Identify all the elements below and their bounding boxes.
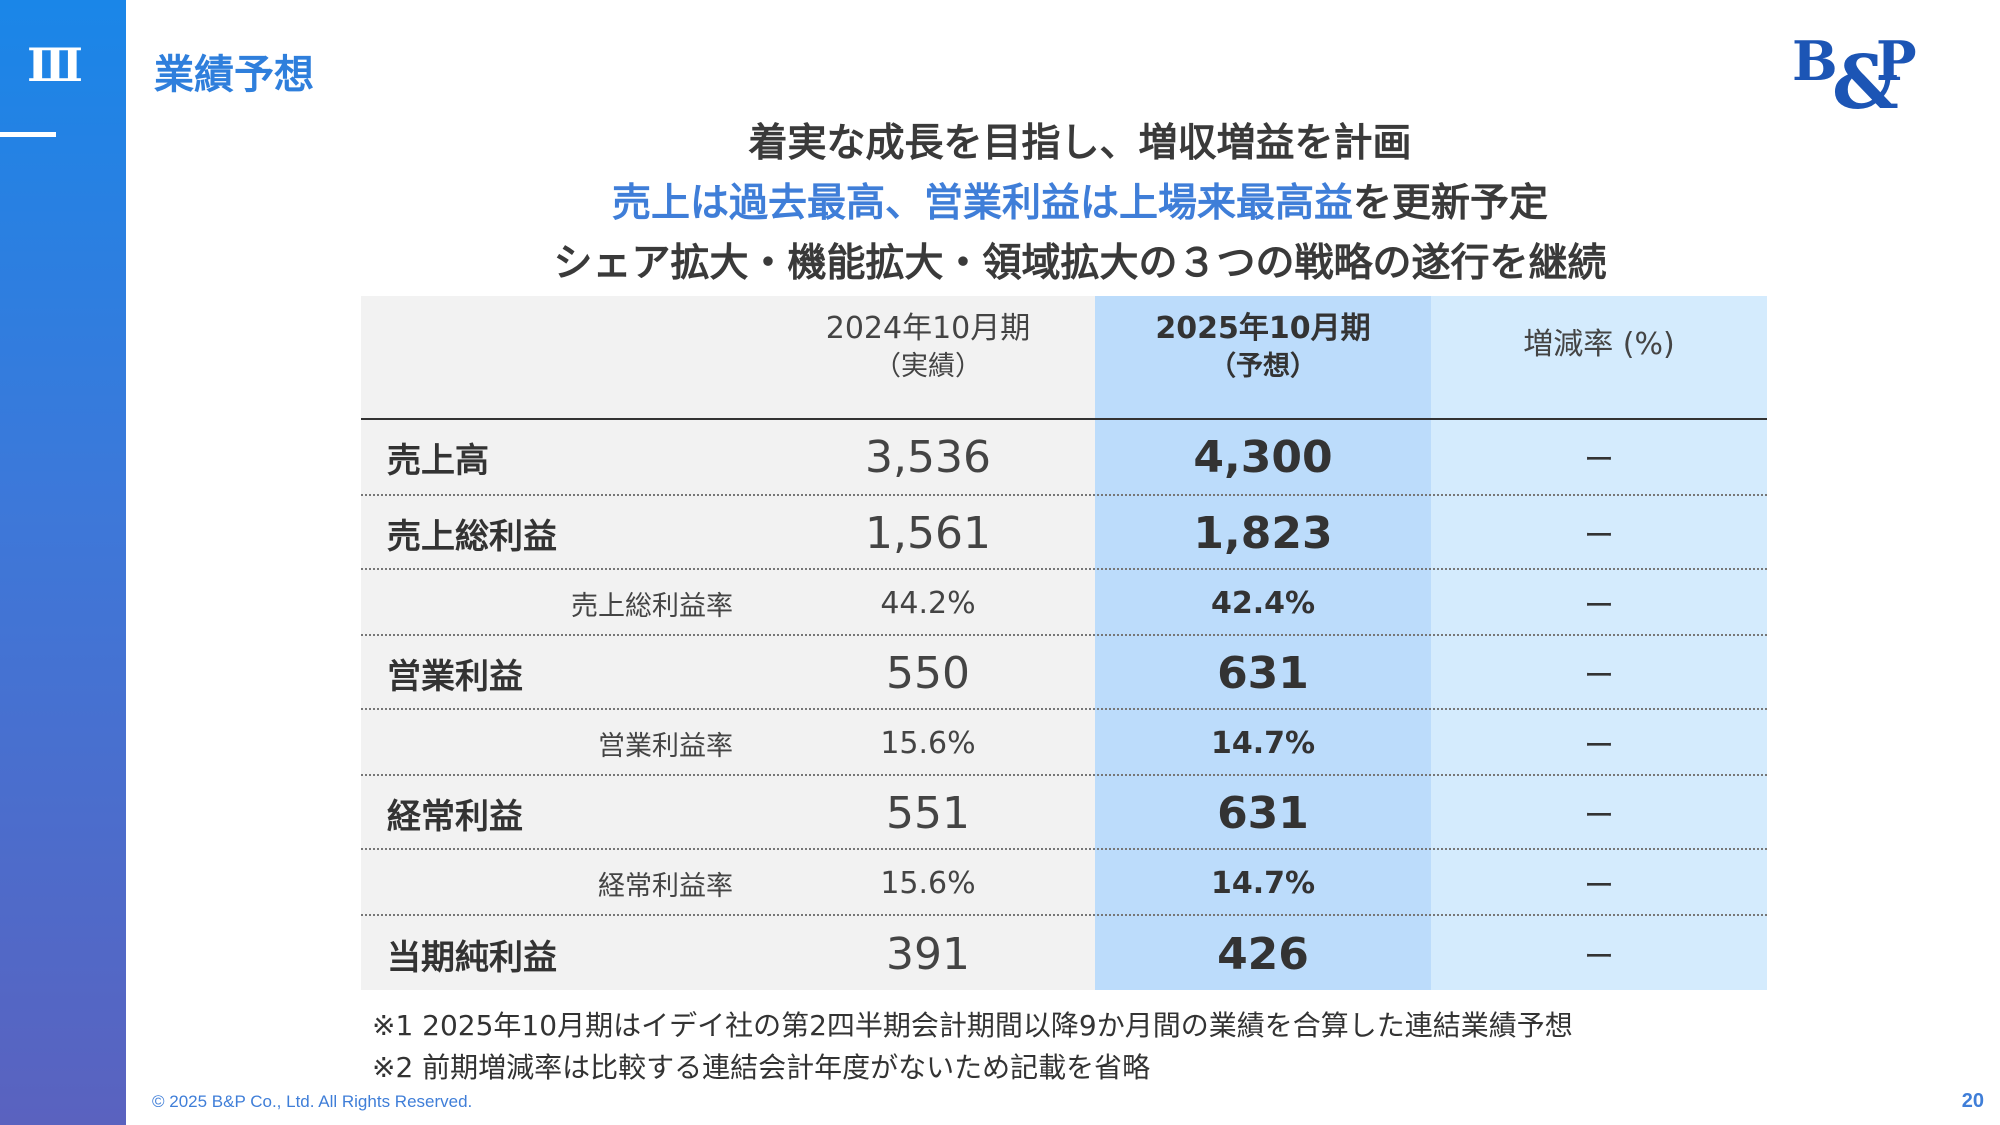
table-row: 売上高 3,536 4,300 ー — [361, 420, 1767, 494]
row-label: 営業利益率 — [598, 730, 733, 762]
value-rate: ー — [1584, 940, 1614, 975]
value-rate: ー — [1584, 659, 1614, 694]
header-fy2024-sub: （実績） — [874, 351, 982, 382]
value-fy2025: 14.7% — [1210, 725, 1316, 761]
value-fy2024: 15.6% — [880, 725, 976, 761]
table-row: 売上総利益率 44.2% 42.4% ー — [361, 568, 1767, 636]
headline-3: シェア拡大・機能拡大・領域拡大の３つの戦略の遂行を継続 — [553, 241, 1607, 286]
value-rate: ー — [1584, 519, 1614, 554]
row-label: 売上総利益 — [387, 516, 557, 557]
header-fy2024: 2024年10月期 （実績） — [761, 310, 1095, 386]
value-fy2025: 4,300 — [1193, 431, 1333, 483]
value-rate: ー — [1584, 589, 1614, 624]
value-rate: ー — [1584, 799, 1614, 834]
row-label: 営業利益 — [387, 656, 523, 697]
value-fy2024: 391 — [886, 928, 970, 980]
value-fy2025: 631 — [1217, 787, 1309, 839]
value-fy2024: 550 — [886, 647, 970, 699]
page-number: 20 — [1961, 1090, 1984, 1112]
row-label: 売上高 — [387, 440, 489, 481]
table-row: 売上総利益 1,561 1,823 ー — [361, 494, 1767, 570]
value-fy2025: 42.4% — [1210, 585, 1316, 621]
rate-column-bg — [1431, 296, 1767, 990]
header-fy2025-sub: （予想） — [1209, 351, 1317, 382]
value-fy2025: 426 — [1217, 928, 1309, 980]
earnings-forecast-table: 2024年10月期 （実績） 2025年10月期 （予想） 増減率 (%) 売上… — [361, 296, 1767, 990]
section-sidebar: Ⅲ — [0, 0, 126, 1125]
value-fy2024: 1,561 — [865, 507, 991, 559]
table-row: 営業利益 550 631 ー — [361, 634, 1767, 710]
svg-text:B: B — [1792, 29, 1838, 93]
company-logo: B P & — [1792, 29, 1917, 114]
value-rate: ー — [1584, 869, 1614, 904]
svg-text:P: P — [1876, 29, 1917, 93]
section-divider — [0, 132, 56, 137]
row-label: 経常利益率 — [598, 870, 733, 902]
header-fy2025: 2025年10月期 （予想） — [1095, 310, 1431, 386]
value-fy2024: 3,536 — [865, 431, 991, 483]
table-row: 営業利益率 15.6% 14.7% ー — [361, 708, 1767, 776]
header-fy2025-title: 2025年10月期 — [1155, 311, 1371, 346]
row-label: 当期純利益 — [387, 937, 557, 978]
page-title: 業績予想 — [154, 52, 314, 98]
value-fy2024: 44.2% — [880, 585, 976, 621]
headline-2-accent: 売上は過去最高、営業利益は上場来最高益 — [611, 181, 1353, 226]
header-fy2024-title: 2024年10月期 — [825, 311, 1031, 346]
row-label: 経常利益 — [387, 796, 523, 837]
label-column-bg — [361, 296, 1095, 990]
table-row: 当期純利益 391 426 ー — [361, 914, 1767, 992]
footnote-2: ※2 前期増減率は比較する連結会計年度がないため記載を省略 — [372, 1051, 1151, 1084]
copyright: © 2025 B&P Co., Ltd. All Rights Reserved… — [152, 1092, 473, 1111]
value-fy2024: 551 — [886, 787, 970, 839]
value-fy2025: 631 — [1217, 647, 1309, 699]
forecast-column-bg — [1095, 296, 1431, 990]
value-fy2024: 15.6% — [880, 865, 976, 901]
value-rate: ー — [1584, 443, 1614, 478]
table-row: 経常利益率 15.6% 14.7% ー — [361, 848, 1767, 916]
table-row: 経常利益 551 631 ー — [361, 774, 1767, 850]
headline-2: 売上は過去最高、営業利益は上場来最高益を更新予定 — [300, 172, 1860, 228]
value-fy2025: 1,823 — [1193, 507, 1333, 559]
row-label: 売上総利益率 — [571, 590, 733, 622]
value-fy2025: 14.7% — [1210, 865, 1316, 901]
headline-1: 着実な成長を目指し、増収増益を計画 — [748, 121, 1412, 166]
headline-2-rest: を更新予定 — [1353, 181, 1549, 226]
header-divider — [361, 418, 1767, 420]
svg-text:&: & — [1832, 40, 1899, 114]
footnote-1: ※1 2025年10月期はイデイ社の第2四半期会計期間以降9か月間の業績を合算し… — [372, 1009, 1573, 1042]
section-number: Ⅲ — [26, 38, 83, 92]
header-rate: 増減率 (%) — [1523, 327, 1675, 362]
value-rate: ー — [1584, 729, 1614, 764]
